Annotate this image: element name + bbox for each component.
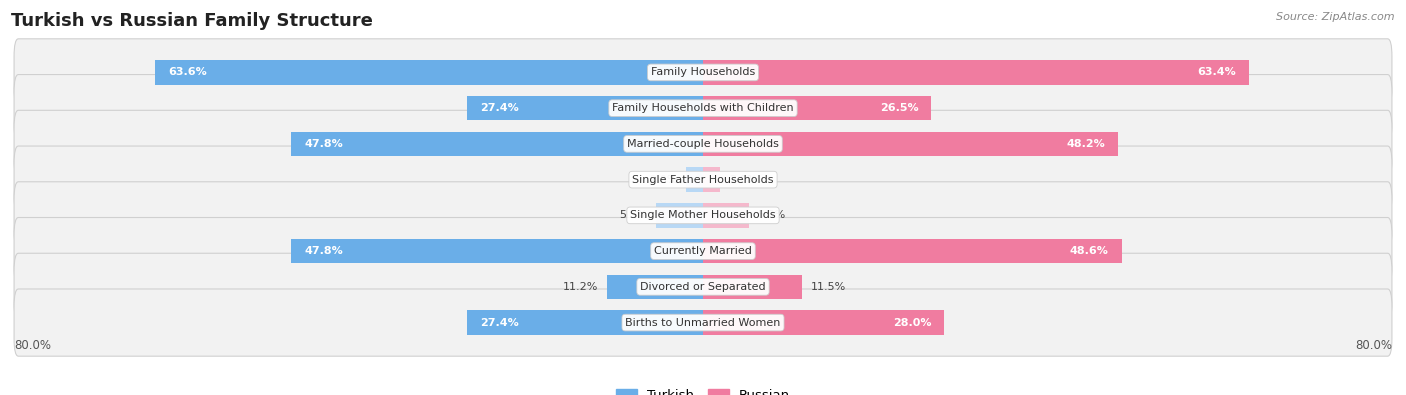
- Bar: [155, 60, 703, 85]
- FancyBboxPatch shape: [14, 39, 1392, 106]
- Text: 63.4%: 63.4%: [1198, 68, 1236, 77]
- FancyBboxPatch shape: [14, 75, 1392, 142]
- Text: Divorced or Separated: Divorced or Separated: [640, 282, 766, 292]
- Text: Single Mother Households: Single Mother Households: [630, 211, 776, 220]
- FancyBboxPatch shape: [14, 289, 1392, 356]
- FancyBboxPatch shape: [14, 146, 1392, 213]
- Text: 11.2%: 11.2%: [562, 282, 598, 292]
- Text: 47.8%: 47.8%: [304, 139, 343, 149]
- Text: Family Households: Family Households: [651, 68, 755, 77]
- Bar: [291, 132, 703, 156]
- Bar: [291, 239, 703, 263]
- Text: Single Father Households: Single Father Households: [633, 175, 773, 184]
- Text: Births to Unmarried Women: Births to Unmarried Women: [626, 318, 780, 327]
- Text: 28.0%: 28.0%: [893, 318, 931, 327]
- Text: 80.0%: 80.0%: [14, 339, 51, 352]
- Text: 26.5%: 26.5%: [880, 103, 918, 113]
- Bar: [703, 310, 945, 335]
- Bar: [703, 167, 720, 192]
- Bar: [467, 96, 703, 120]
- Bar: [703, 132, 1118, 156]
- FancyBboxPatch shape: [14, 253, 1392, 320]
- Bar: [655, 203, 703, 228]
- Text: 80.0%: 80.0%: [1355, 339, 1392, 352]
- Text: Currently Married: Currently Married: [654, 246, 752, 256]
- FancyBboxPatch shape: [14, 110, 1392, 177]
- Text: 48.2%: 48.2%: [1066, 139, 1105, 149]
- Bar: [703, 275, 801, 299]
- Legend: Turkish, Russian: Turkish, Russian: [610, 384, 796, 395]
- Text: Source: ZipAtlas.com: Source: ZipAtlas.com: [1277, 12, 1395, 22]
- FancyBboxPatch shape: [14, 182, 1392, 249]
- Text: 5.5%: 5.5%: [619, 211, 647, 220]
- Text: 63.6%: 63.6%: [169, 68, 207, 77]
- Bar: [467, 310, 703, 335]
- Text: 48.6%: 48.6%: [1070, 246, 1108, 256]
- Text: Family Households with Children: Family Households with Children: [612, 103, 794, 113]
- Bar: [703, 60, 1249, 85]
- Bar: [703, 203, 748, 228]
- Text: 27.4%: 27.4%: [479, 318, 519, 327]
- Bar: [703, 96, 931, 120]
- Text: 2.0%: 2.0%: [648, 175, 678, 184]
- Bar: [606, 275, 703, 299]
- Text: Turkish vs Russian Family Structure: Turkish vs Russian Family Structure: [11, 12, 373, 30]
- FancyBboxPatch shape: [14, 218, 1392, 285]
- Text: 5.3%: 5.3%: [758, 211, 786, 220]
- Text: 2.0%: 2.0%: [728, 175, 758, 184]
- Bar: [703, 239, 1122, 263]
- Text: Married-couple Households: Married-couple Households: [627, 139, 779, 149]
- Text: 11.5%: 11.5%: [811, 282, 846, 292]
- Bar: [686, 167, 703, 192]
- Text: 47.8%: 47.8%: [304, 246, 343, 256]
- Text: 27.4%: 27.4%: [479, 103, 519, 113]
